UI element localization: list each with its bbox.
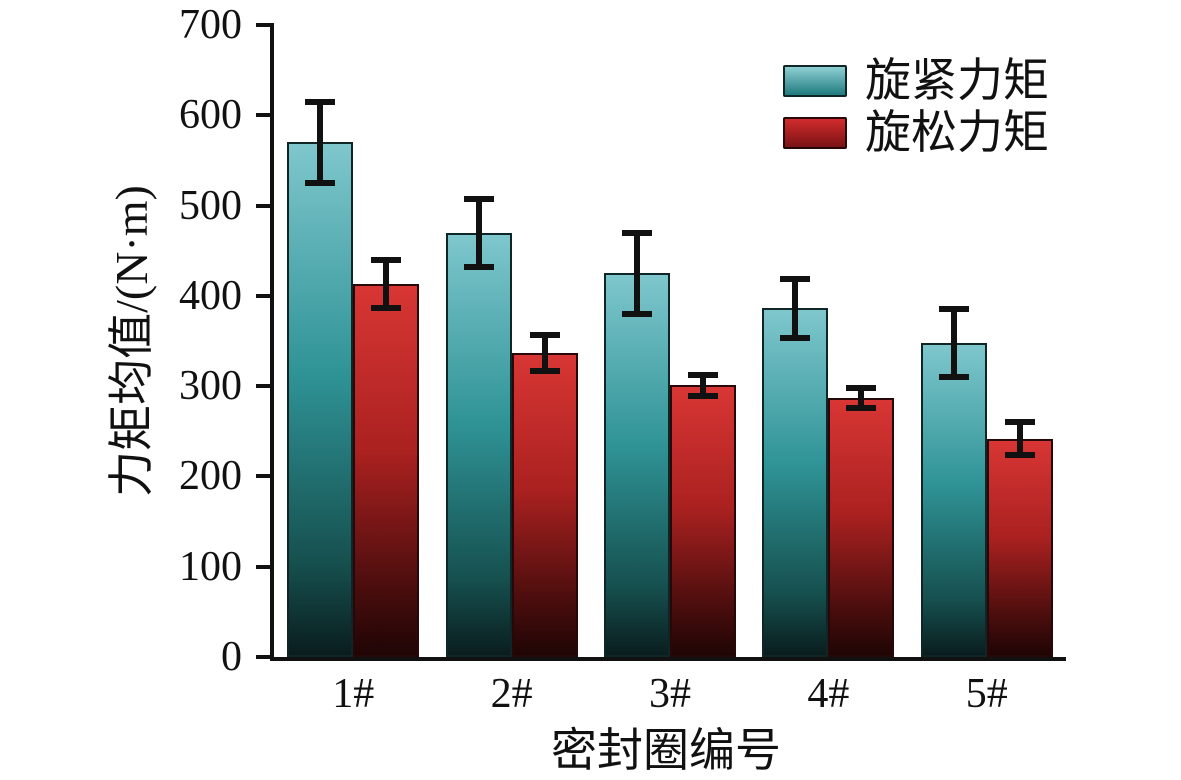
- error-bar-capb: [846, 404, 877, 411]
- error-bar-capb: [1004, 452, 1035, 459]
- bar-tightening-3#: [604, 273, 670, 657]
- plot-area: 0 100 200 300 400 500 600 700 1# 2# 3# 4# 5#: [179, 2, 1066, 717]
- legend-swatch-tightening-torque: [783, 65, 847, 97]
- legend-label-loosening-torque: 旋松力矩: [865, 107, 1049, 158]
- error-bar-tightening-1#: [305, 99, 336, 186]
- error-bar-capb: [463, 263, 494, 270]
- error-bar-capb: [371, 305, 402, 312]
- bar-loosening-5#: [986, 438, 1053, 657]
- y-tick-mark-100: [256, 564, 274, 569]
- y-axis-label: 力矩均值/(N·m): [106, 185, 157, 497]
- x-tick-label-4#: 4#: [807, 671, 850, 717]
- x-tick-label-5#: 5#: [965, 671, 1008, 717]
- y-tick-label-600: 600: [179, 92, 242, 139]
- error-bar-tightening-2#: [463, 195, 494, 270]
- legend-swatch-loosening-torque: [783, 117, 847, 149]
- error-bar-capb: [938, 373, 969, 380]
- error-bar-stem: [858, 385, 865, 411]
- legend-item-tightening-torque: 旋紧力矩: [783, 55, 1049, 106]
- error-bar-loosening-1#: [371, 257, 402, 312]
- error-bar-tightening-4#: [780, 275, 811, 341]
- y-tick-label-500: 500: [179, 182, 242, 229]
- error-bar-tightening-5#: [938, 305, 969, 380]
- error-bar-loosening-5#: [1004, 418, 1035, 459]
- x-tick-label-1#: 1#: [332, 671, 375, 717]
- x-tick-label-2#: 2#: [490, 671, 533, 717]
- bar-loosening-2#: [511, 352, 578, 657]
- x-tick-label-3#: 3#: [649, 671, 691, 717]
- bar-loosening-3#: [670, 385, 736, 657]
- bar-tightening-2#: [445, 232, 512, 657]
- bar-tightening-1#: [287, 142, 354, 657]
- error-bar-tightening-3#: [622, 229, 652, 317]
- error-bar-stem: [317, 99, 324, 186]
- y-tick-label-400: 400: [179, 272, 242, 319]
- legend-label-tightening-torque: 旋紧力矩: [865, 55, 1049, 106]
- error-bar-stem: [541, 331, 548, 374]
- y-tick-mark-500: [256, 203, 274, 208]
- error-bar-loosening-2#: [529, 331, 560, 374]
- bar-loosening-1#: [353, 284, 420, 657]
- y-tick-mark-0: [256, 655, 274, 659]
- y-tick-mark-600: [256, 113, 274, 118]
- y-tick-mark-300: [256, 384, 274, 389]
- legend-item-loosening-torque: 旋松力矩: [783, 107, 1049, 158]
- error-bar-stem: [1016, 418, 1023, 459]
- y-tick-label-0: 0: [221, 634, 242, 680]
- y-tick-label-700: 700: [179, 2, 242, 48]
- y-tick-mark-400: [256, 293, 274, 298]
- x-axis-label: 密封圈编号: [551, 725, 781, 776]
- error-bar-stem: [700, 371, 706, 399]
- bar-loosening-4#: [828, 397, 895, 657]
- bar-tightening-4#: [762, 308, 829, 657]
- error-bar-loosening-4#: [846, 385, 877, 411]
- error-bar-stem: [950, 305, 957, 380]
- bar-tightening-5#: [920, 342, 987, 657]
- error-bar-capb: [780, 334, 811, 341]
- y-tick-label-100: 100: [179, 543, 242, 590]
- y-tick-mark-200: [256, 474, 274, 479]
- y-tick-label-300: 300: [179, 363, 242, 410]
- error-bar-stem: [383, 257, 390, 312]
- legend: 旋紧力矩 旋松力矩: [783, 55, 1049, 158]
- error-bar-stem: [792, 275, 799, 341]
- y-tick-label-200: 200: [179, 453, 242, 500]
- error-bar-stem: [475, 195, 482, 270]
- error-bar-loosening-3#: [688, 371, 718, 399]
- error-bar-capb: [622, 310, 652, 317]
- error-bar-capb: [688, 392, 718, 399]
- y-tick-mark-700: [256, 23, 274, 27]
- error-bar-capb: [305, 179, 336, 186]
- error-bar-stem: [634, 229, 640, 317]
- error-bar-capb: [529, 367, 560, 374]
